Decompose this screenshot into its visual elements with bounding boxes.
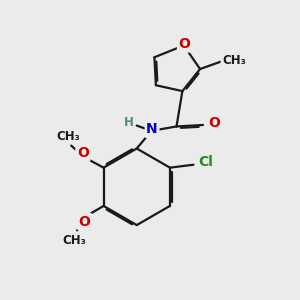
Text: O: O <box>208 116 220 130</box>
Text: CH₃: CH₃ <box>62 234 86 247</box>
Text: N: N <box>146 122 158 136</box>
Text: O: O <box>178 37 190 51</box>
Text: CH₃: CH₃ <box>56 130 80 143</box>
Text: H: H <box>124 116 134 128</box>
Text: Cl: Cl <box>198 155 213 170</box>
Text: O: O <box>77 146 89 160</box>
Text: CH₃: CH₃ <box>222 54 246 67</box>
Text: O: O <box>79 214 90 229</box>
